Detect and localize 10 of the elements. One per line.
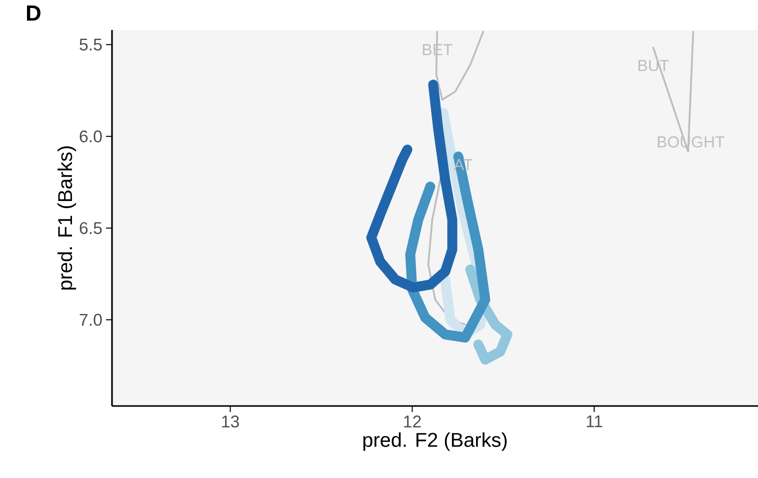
y-axis-title: pred. F1 (Barks) <box>58 146 76 290</box>
x-tick-label: 12 <box>404 416 421 428</box>
chart-title: D <box>27 6 40 21</box>
x-tick-label: 11 <box>586 416 602 428</box>
y-tick-label: 5.5 <box>80 38 102 51</box>
y-tick-label: 6.5 <box>80 222 102 234</box>
y-tick-label: 7.0 <box>80 314 102 326</box>
x-axis-title: pred. F2 (Barks) <box>363 432 507 451</box>
x-tick-label: 13 <box>222 416 239 428</box>
y-tick-label: 6.0 <box>80 130 102 142</box>
